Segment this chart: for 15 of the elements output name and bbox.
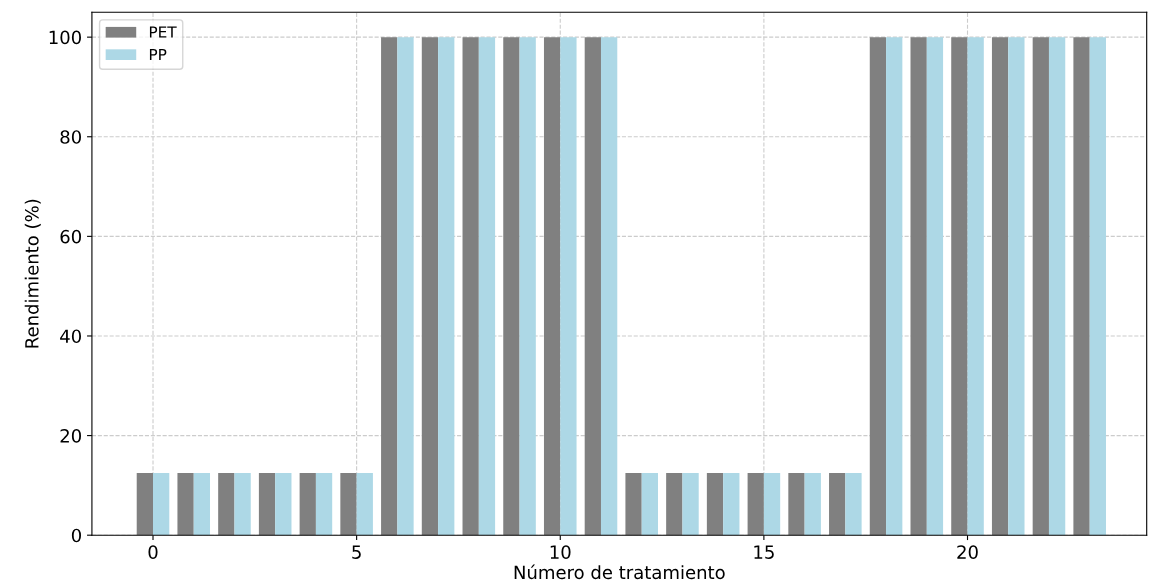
y-tick-label: 0 [71,528,81,543]
x-tick-label: 5 [352,545,361,559]
x-tick-label: 10 [550,545,571,559]
legend-label: PP [149,48,167,61]
y-tick-label: 60 [60,229,81,244]
y-axis-title: Rendimiento (%) [24,199,41,348]
x-axis-title: Número de tratamiento [514,564,725,580]
y-tick-label: 20 [60,429,81,443]
x-tick-label: 15 [754,545,774,559]
legend-label: PET [149,26,177,38]
y-tick-label: 100 [49,30,81,45]
x-tick-label: 0 [148,545,158,559]
y-tick-label: 80 [60,130,81,144]
x-tick-label: 20 [957,545,978,559]
y-tick-label: 40 [60,329,81,344]
